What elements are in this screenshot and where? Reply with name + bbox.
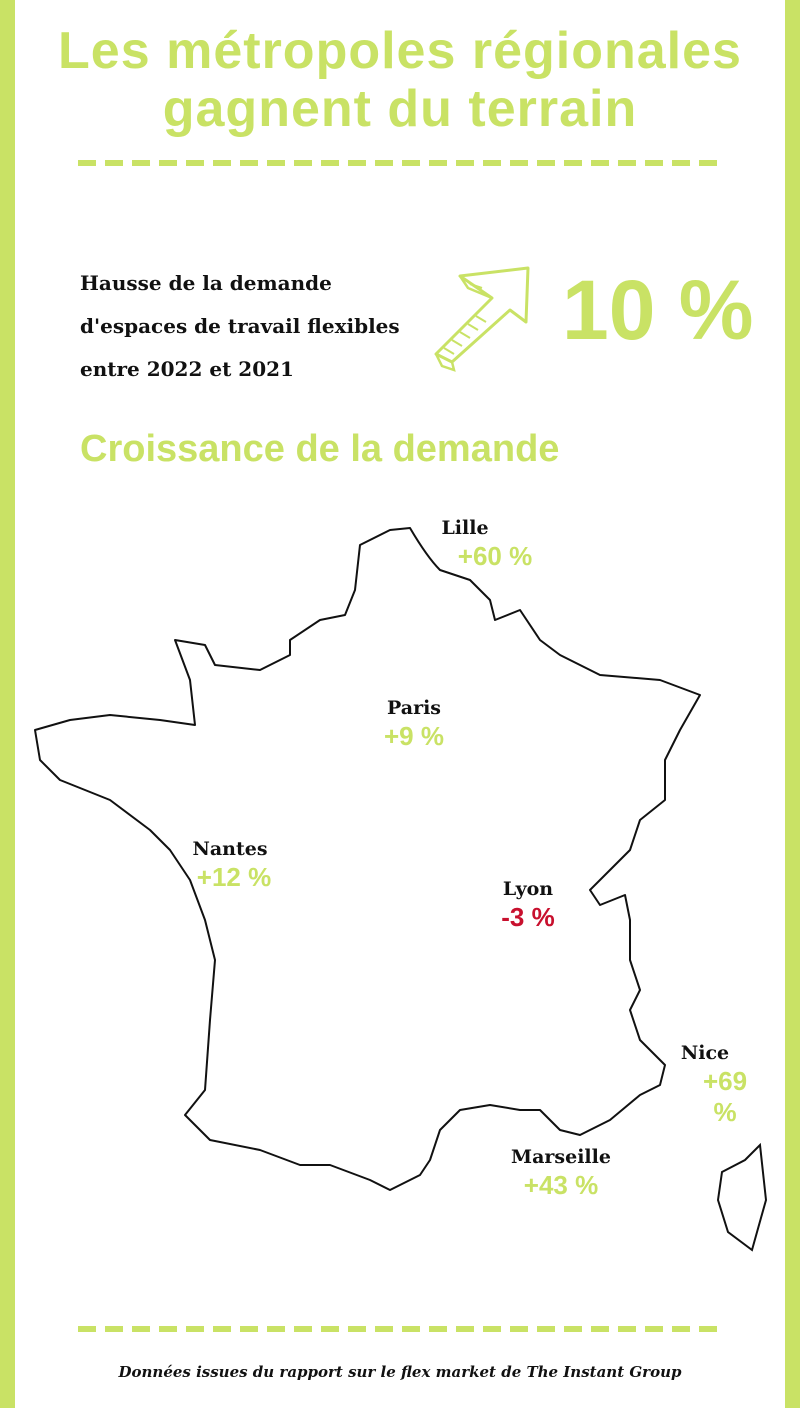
city-name: Paris bbox=[386, 697, 441, 719]
city-value: +60 % bbox=[457, 541, 533, 571]
city-value: +12 % bbox=[196, 862, 272, 892]
left-border bbox=[0, 0, 15, 1408]
source-note: Données issues du rapport sur le flex ma… bbox=[118, 1363, 682, 1381]
section-title: Croissance de la demande bbox=[80, 428, 560, 470]
divider-bottom bbox=[78, 1326, 720, 1332]
city-marseille: Marseille +43 % bbox=[511, 1146, 611, 1201]
intro-text: Hausse de la demande d'espaces de travai… bbox=[80, 271, 400, 381]
headline-value: 10 % bbox=[562, 263, 754, 357]
city-lille: Lille +60 % bbox=[398, 517, 532, 572]
city-lyon: Lyon -3 % bbox=[501, 878, 554, 933]
city-nantes: Nantes +12 % bbox=[189, 838, 271, 893]
city-value: +9 % bbox=[384, 721, 444, 751]
title-line-1: Les métropoles régionales bbox=[58, 22, 742, 80]
divider-top bbox=[78, 160, 720, 166]
city-name: Lyon bbox=[502, 878, 554, 900]
city-name: Lille bbox=[441, 517, 489, 539]
right-border bbox=[785, 0, 800, 1408]
corsica-outline bbox=[716, 1142, 768, 1252]
city-name: Marseille bbox=[511, 1146, 611, 1168]
city-name: Nantes bbox=[192, 838, 268, 860]
city-nice: Nice +69 % bbox=[673, 1042, 758, 1128]
city-value: +43 % bbox=[523, 1170, 599, 1200]
title-line-2: gagnent du terrain bbox=[162, 80, 638, 138]
france-outline bbox=[34, 527, 701, 1191]
page-title: Les métropoles régionales gagnent du ter… bbox=[0, 22, 800, 138]
city-value: +69 % bbox=[702, 1066, 748, 1127]
city-paris: Paris +9 % bbox=[384, 697, 444, 752]
city-name: Nice bbox=[680, 1042, 730, 1064]
hand-drawn-arrow-up-right-icon bbox=[434, 266, 530, 372]
city-value: -3 % bbox=[501, 902, 555, 932]
